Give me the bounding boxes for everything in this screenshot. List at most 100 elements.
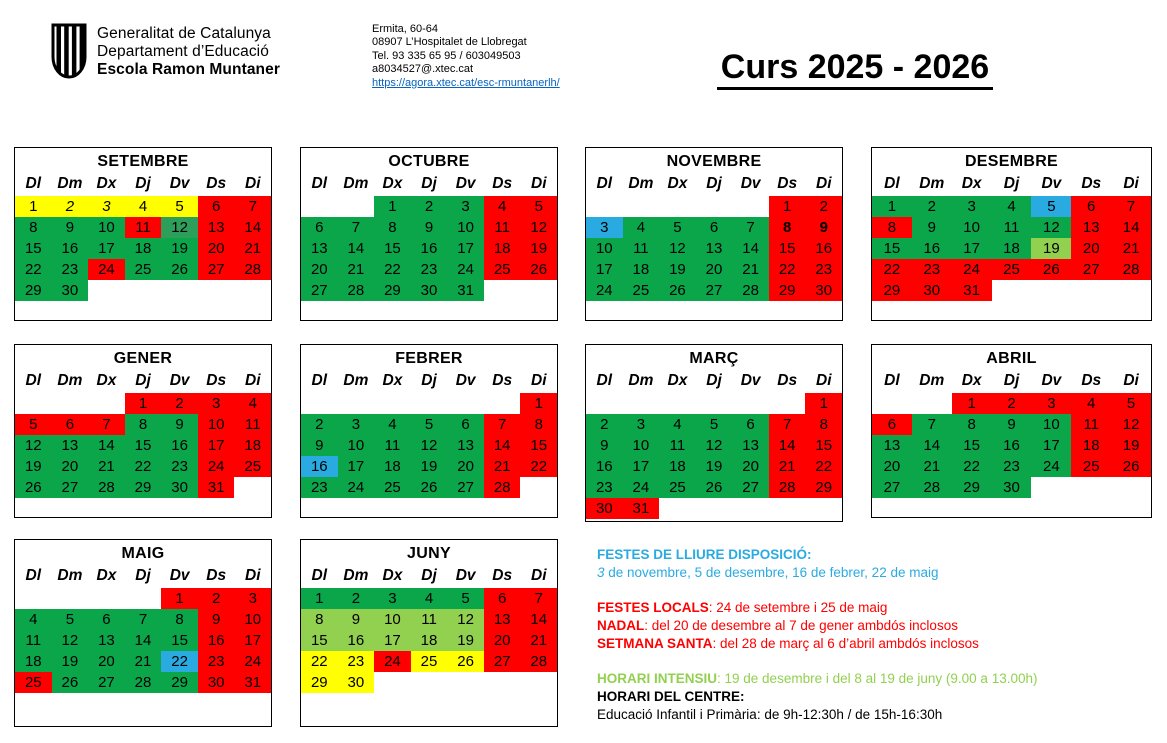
day-cell: 22 [768,259,806,280]
day-cell: 11 [234,414,272,435]
day-cell: 22 [15,259,52,280]
weekday-header: Dm [628,175,654,192]
day-cell: 8 [872,217,912,238]
weekday-header: Dm [57,567,83,584]
week-row: 15 16 17 18 19 20 21 [301,630,558,651]
day-cell: 24 [951,259,992,280]
weekday-header: Dl [596,175,613,192]
weekday-header-row: Dl Dm Dx Dj Dv Ds Di [872,174,1151,196]
week-row: 8 9 10 11 12 13 14 [15,217,272,238]
day-cell: 9 [51,217,89,238]
day-cell: 1 [15,196,52,217]
day-cell [411,393,448,414]
day-cell: 26 [1111,456,1152,477]
week-row: 20 21 22 23 24 25 26 [301,259,558,280]
day-cell: 11 [124,217,162,238]
weekday-header: Dx [667,372,688,389]
day-cell: 28 [732,280,769,301]
day-cell: 19 [161,238,198,259]
day-cell: 19 [15,456,52,477]
legend-text: Educació Infantil i Primària: de 9h-12:3… [597,707,943,722]
day-cell: 20 [732,456,769,477]
day-cell: 20 [447,456,484,477]
week-row: 25 26 27 28 29 30 31 [15,672,272,693]
day-cell: 28 [520,651,558,672]
day-cell: 12 [520,217,558,238]
day-cell: 5 [51,609,89,630]
email-line: a8034527@.xtec.cat [372,63,474,76]
day-cell [234,477,271,498]
day-cell: 4 [410,588,448,609]
day-cell: 13 [88,630,125,651]
generalitat-logo-icon [51,23,87,79]
day-cell: 14 [520,609,558,630]
day-cell: 30 [991,477,1032,498]
day-cell: 5 [15,414,52,435]
weekday-header: Dl [884,175,900,192]
month-title: SETEMBRE [97,153,189,170]
day-cell: 9 [991,414,1032,435]
day-cell: 16 [197,630,235,651]
day-cell: 24 [197,456,235,477]
day-cell: 26 [161,259,198,280]
day-cell: 1 [768,196,806,217]
month-title: FEBRER [395,350,463,367]
day-cell [912,393,952,414]
day-cell: 26 [51,672,89,693]
weekday-header: Dv [455,175,476,192]
week-row: 26 27 28 29 30 31 [15,477,271,498]
weekday-header: Dv [740,175,761,192]
day-cell [374,393,411,414]
day-cell: 8 [805,414,843,435]
day-cell: 10 [234,609,272,630]
day-cell: 25 [374,477,411,498]
day-cell: 19 [447,630,484,651]
legend-line: HORARI DEL CENTRE: [597,688,1162,706]
day-cell: 30 [586,498,623,519]
day-cell: 21 [732,259,769,280]
week-row: 11 12 13 14 15 16 17 [15,630,272,651]
day-cell [732,196,769,217]
day-cell [198,280,235,301]
day-cell: 29 [301,672,338,693]
month-title: JUNY [407,545,451,562]
day-cell [696,498,733,519]
day-cell: 2 [197,588,235,609]
month-marc: MARÇ Dl Dm Dx Dj Dv Ds Di 1 2 3 4 5 6 7 8 9 10 11 12 13 14 15 1… [585,344,843,522]
legend-line: HORARI INTENSIU: 19 de desembre i del 8 … [597,670,1162,688]
day-cell [301,393,338,414]
month-febrer: FEBRER Dl Dm Dx Dj Dv Ds Di 1 2 3 4 5 6 7 8 9 10 11 12 13 14 1… [300,344,558,518]
day-cell: 2 [991,393,1032,414]
day-cell: 28 [124,672,162,693]
weekday-header-row: Dl Dm Dx Dj Dv Ds Di [15,371,271,393]
week-row: 15 16 17 18 19 20 21 [872,238,1152,259]
day-cell: 23 [586,477,623,498]
day-cell: 1 [951,393,992,414]
week-row: 15 16 17 18 19 20 21 [15,238,272,259]
course-title: Curs 2025 - 2026 [655,48,1055,90]
day-cell: 25 [991,259,1032,280]
weekday-header: Dx [382,175,403,192]
month-setembre: SETEMBRE Dl Dm Dx Dj Dv Ds Di 1 2 3 4 5 6 7 8 9 10 11 12 13 1… [14,147,272,321]
day-cell: 15 [872,238,912,259]
day-cell: 3 [1031,393,1072,414]
day-cell: 30 [911,280,952,301]
week-row: 6 7 8 9 10 11 12 [872,414,1152,435]
day-cell: 7 [124,609,162,630]
day-cell: 16 [51,238,89,259]
day-cell: 2 [586,414,623,435]
day-cell: 19 [695,456,733,477]
day-cell: 19 [410,456,448,477]
day-cell: 24 [447,259,484,280]
weekday-header: Dx [667,175,688,192]
day-cell: 4 [15,609,52,630]
website-link[interactable]: https://agora.xtec.cat/esc-rmuntanerlh/ [372,76,560,89]
week-row: 16 17 18 19 20 21 22 [586,456,843,477]
day-cell: 12 [1031,217,1072,238]
day-cell: 11 [483,217,521,238]
day-cell [1031,477,1071,498]
legend-text: : del 20 de desembre al 7 de gener ambdó… [644,618,958,633]
day-cell: 19 [659,259,696,280]
day-cell: 5 [410,414,448,435]
